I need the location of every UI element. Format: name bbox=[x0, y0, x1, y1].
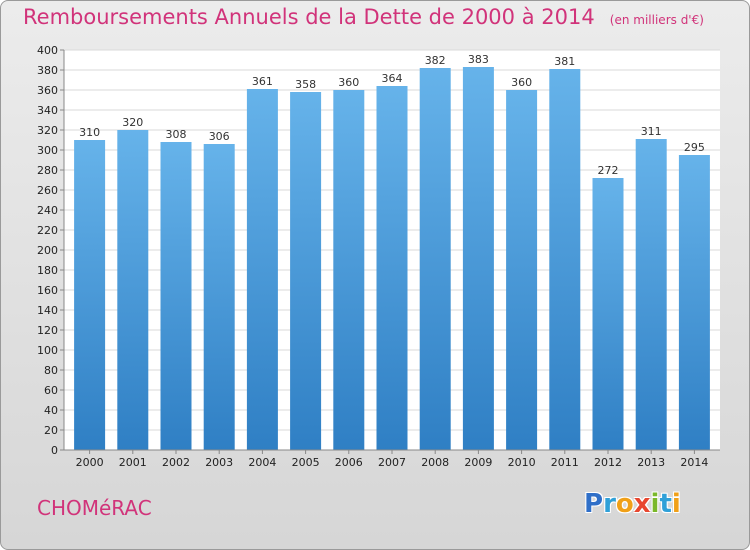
bar-2004 bbox=[246, 89, 278, 450]
bar-2000 bbox=[74, 140, 106, 450]
data-label-2013: 311 bbox=[641, 125, 662, 138]
y-tick-label: 260 bbox=[37, 184, 58, 197]
bar-2005 bbox=[290, 92, 322, 450]
chart-unit-note: (en milliers d'€) bbox=[609, 13, 704, 27]
x-tick-label: 2011 bbox=[551, 456, 579, 469]
chart-title: Remboursements Annuels de la Dette de 20… bbox=[23, 5, 595, 29]
data-label-2008: 382 bbox=[425, 54, 446, 67]
y-tick-label: 100 bbox=[37, 344, 58, 357]
x-tick-label: 2008 bbox=[421, 456, 449, 469]
data-label-2006: 360 bbox=[338, 76, 359, 89]
y-tick-label: 20 bbox=[44, 424, 58, 437]
bar-2003 bbox=[203, 144, 235, 450]
bar-2013 bbox=[635, 139, 667, 450]
data-label-2012: 272 bbox=[598, 164, 619, 177]
x-tick-label: 2009 bbox=[464, 456, 492, 469]
brand-letter: o bbox=[615, 489, 634, 519]
data-label-2014: 295 bbox=[684, 141, 705, 154]
bar-2008 bbox=[419, 68, 451, 450]
y-tick-label: 200 bbox=[37, 244, 58, 257]
y-tick-label: 40 bbox=[44, 404, 58, 417]
x-tick-label: 2010 bbox=[508, 456, 536, 469]
town-name: CHOMéRAC bbox=[37, 496, 152, 520]
bar-2007 bbox=[376, 86, 408, 450]
data-label-2000: 310 bbox=[79, 126, 100, 139]
data-labels: 310 320 308 306 361 358 360 364 382 383 360 381 272 3… bbox=[79, 53, 705, 177]
bar-2009 bbox=[462, 67, 494, 450]
data-label-2003: 306 bbox=[209, 130, 230, 143]
x-tick-label: 2013 bbox=[637, 456, 665, 469]
bar-2014 bbox=[678, 155, 710, 450]
bar-2002 bbox=[160, 142, 192, 450]
data-label-2002: 308 bbox=[166, 128, 187, 141]
bar-2012 bbox=[592, 178, 624, 450]
data-label-2001: 320 bbox=[122, 116, 143, 129]
y-tick-label: 180 bbox=[37, 264, 58, 277]
y-tick-label: 340 bbox=[37, 104, 58, 117]
x-tick-label: 2001 bbox=[119, 456, 147, 469]
bar-2006 bbox=[333, 90, 365, 450]
y-tick-label: 360 bbox=[37, 84, 58, 97]
data-label-2009: 383 bbox=[468, 53, 489, 66]
data-label-2005: 358 bbox=[295, 78, 316, 91]
brand-letter: i bbox=[671, 489, 681, 519]
brand-letter: t bbox=[659, 489, 672, 519]
x-tick-label: 2004 bbox=[248, 456, 276, 469]
x-tick-label: 2012 bbox=[594, 456, 622, 469]
y-tick-label: 120 bbox=[37, 324, 58, 337]
y-tick-label: 160 bbox=[37, 284, 58, 297]
chart-title-block: Remboursements Annuels de la Dette de 20… bbox=[23, 5, 704, 29]
data-label-2004: 361 bbox=[252, 75, 273, 88]
y-tick-label: 220 bbox=[37, 224, 58, 237]
x-tick-label: 2002 bbox=[162, 456, 190, 469]
brand-letter: r bbox=[603, 489, 616, 519]
bar-2011 bbox=[549, 69, 581, 450]
brand-letter: P bbox=[584, 489, 604, 519]
x-tick-label: 2005 bbox=[292, 456, 320, 469]
x-tick-label: 2006 bbox=[335, 456, 363, 469]
y-tick-label: 280 bbox=[37, 164, 58, 177]
y-tick-label: 80 bbox=[44, 364, 58, 377]
y-tick-label: 0 bbox=[51, 444, 58, 457]
data-label-2010: 360 bbox=[511, 76, 532, 89]
y-tick-label: 300 bbox=[37, 144, 58, 157]
y-tick-label: 400 bbox=[37, 44, 58, 57]
bars bbox=[74, 67, 710, 450]
x-tick-label: 2007 bbox=[378, 456, 406, 469]
y-tick-label: 320 bbox=[37, 124, 58, 137]
bar-2001 bbox=[117, 130, 149, 450]
data-label-2007: 364 bbox=[382, 72, 403, 85]
brand-letter: i bbox=[650, 489, 660, 519]
data-label-2011: 381 bbox=[554, 55, 575, 68]
axes: 0 20 40 60 80 100 120 140 160 180 200 220 240 260 280 3… bbox=[37, 44, 720, 469]
brand-logo: Proxiti bbox=[584, 489, 681, 519]
x-tick-label: 2000 bbox=[76, 456, 104, 469]
brand-letter: x bbox=[633, 489, 651, 519]
y-tick-label: 380 bbox=[37, 64, 58, 77]
y-tick-label: 240 bbox=[37, 204, 58, 217]
y-tick-label: 140 bbox=[37, 304, 58, 317]
x-tick-label: 2014 bbox=[680, 456, 708, 469]
y-tick-label: 60 bbox=[44, 384, 58, 397]
x-tick-label: 2003 bbox=[205, 456, 233, 469]
bar-2010 bbox=[506, 90, 538, 450]
